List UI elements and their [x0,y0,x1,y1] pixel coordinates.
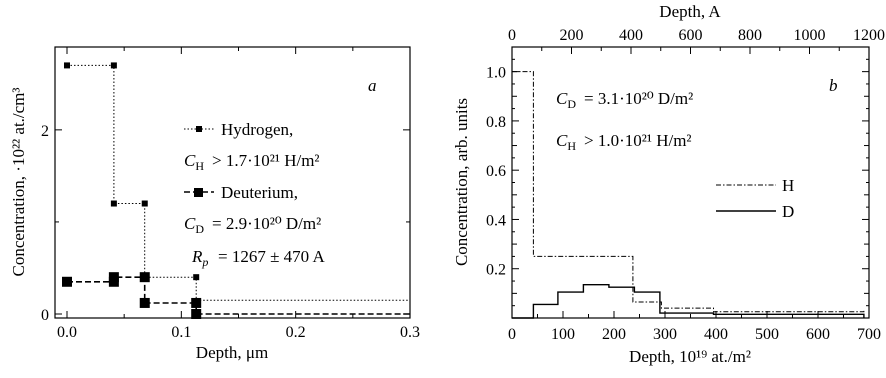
panel-b-series-d-line [512,284,865,319]
rp-symbol: Rp [191,247,208,269]
panel-b-ylabel: Concentration, arb. units [452,98,471,266]
panel-a-hydrogen-marker [141,200,148,207]
panel-b-xtick-label: 700 [857,326,881,343]
hydrogen-legend-label: Hydrogen, [221,120,293,139]
panel-a-ytick-label: 0 [41,307,49,324]
panel-b-xtick-label: 200 [602,326,626,343]
ch-value-b: > 1.0·10²¹ H/m² [584,131,692,150]
panel-b-frame [511,46,870,319]
panel-b-xtick-label: 300 [653,326,677,343]
panel-b-ytick-label: 0.4 [486,212,506,229]
panel-b-x2tick-label: 600 [679,27,703,44]
panel-b-x2label: Depth, A [659,2,721,21]
panel-a-xlabel: Depth, μm [196,343,268,362]
hydrogen-legend-key [184,126,214,132]
panel-a-ytick-label: 2 [41,123,49,140]
panel-b-ytick-label: 0.6 [486,163,506,180]
panel-b-xtick-label: 400 [704,326,728,343]
panel-a-deuterium-marker [62,276,72,287]
ch-value-a: > 1.7·10²¹ H/m² [212,151,320,170]
deuterium-legend-key [184,188,214,197]
panel-b-x2tick-label: 200 [560,27,584,44]
panel-b-ytick-label: 0.8 [486,114,506,131]
panel-b-series-h-line [512,71,865,313]
panel-a-deuterium-marker [191,297,202,308]
panel-a-hydrogen-marker [193,274,200,281]
cd-symbol-b: CD [556,89,576,111]
panel-b-xtick-label: 600 [806,326,830,343]
panel-b-x2tick-label: 1000 [794,27,826,44]
ch-symbol-a: CH [184,151,204,173]
panel-a: 0.0 0.1 0.2 0.3 0 2 Depth, μm Concentration, … [9,46,420,362]
panel-a-hydrogen-marker [64,62,70,69]
panel-a-letter: a [368,76,377,95]
panel-a-hydrogen-marker [110,200,117,207]
panel-a-xtick-label: 0.1 [171,324,191,341]
panel-a-deuterium-marker [191,309,202,319]
panel-a-deuterium-marker [139,272,150,283]
panel-b-x2tick-label: 1200 [853,27,885,44]
cd-value-b: = 3.1·10²⁰ D/m² [584,89,693,108]
panel-a-hydrogen-marker [110,62,117,69]
panel-a-xtick-label: 0.0 [57,324,77,341]
panel-b-xtick-label: 100 [551,326,575,343]
panel-b-xlabel: Depth, 10¹⁹ at./m² [629,347,751,366]
ch-symbol-b: CH [556,131,576,153]
panel-a-deuterium-marker [139,297,150,308]
panel-b-ytick-label: 0.2 [486,262,506,279]
panel-a-ticks: 0.0 0.1 0.2 0.3 0 2 [41,47,420,341]
deuterium-legend-label: Deuterium, [221,183,298,202]
cd-symbol-a: CD [184,214,204,236]
panel-a-series-hydrogen-line [67,64,410,301]
cd-value-a: = 2.9·10²⁰ D/m² [212,214,321,233]
panel-a-xtick-label: 0.3 [400,324,420,341]
rp-value: = 1267 ± 470 A [218,247,325,266]
panel-b-x2tick-label: 800 [738,27,762,44]
panel-b-ytick-label: 1.0 [486,65,506,82]
panel-b-xtick-label: 0 [508,326,516,343]
panel-a-frame [54,46,411,319]
panel-b: 0 100 200 300 400 500 600 700 0 200 400 600 800 1000 1… [452,2,885,366]
panel-a-series [62,62,410,319]
panel-b-letter: b [829,76,838,95]
panel-b-xtick-label: 500 [755,326,779,343]
panel-a-xtick-label: 0.2 [286,324,306,341]
panel-a-deuterium-marker [108,272,119,283]
d-legend-label: D [782,202,794,221]
panel-b-x2tick-label: 0 [508,27,516,44]
panel-b-x2tick-label: 400 [619,27,643,44]
panel-b-series [512,71,865,319]
panel-b-ticks: 0 100 200 300 400 500 600 700 0 200 400 600 800 1000 1… [486,27,885,343]
panel-a-ylabel: Concentration, ·10²² at./cm³ [9,87,28,276]
h-legend-label: H [782,176,794,195]
